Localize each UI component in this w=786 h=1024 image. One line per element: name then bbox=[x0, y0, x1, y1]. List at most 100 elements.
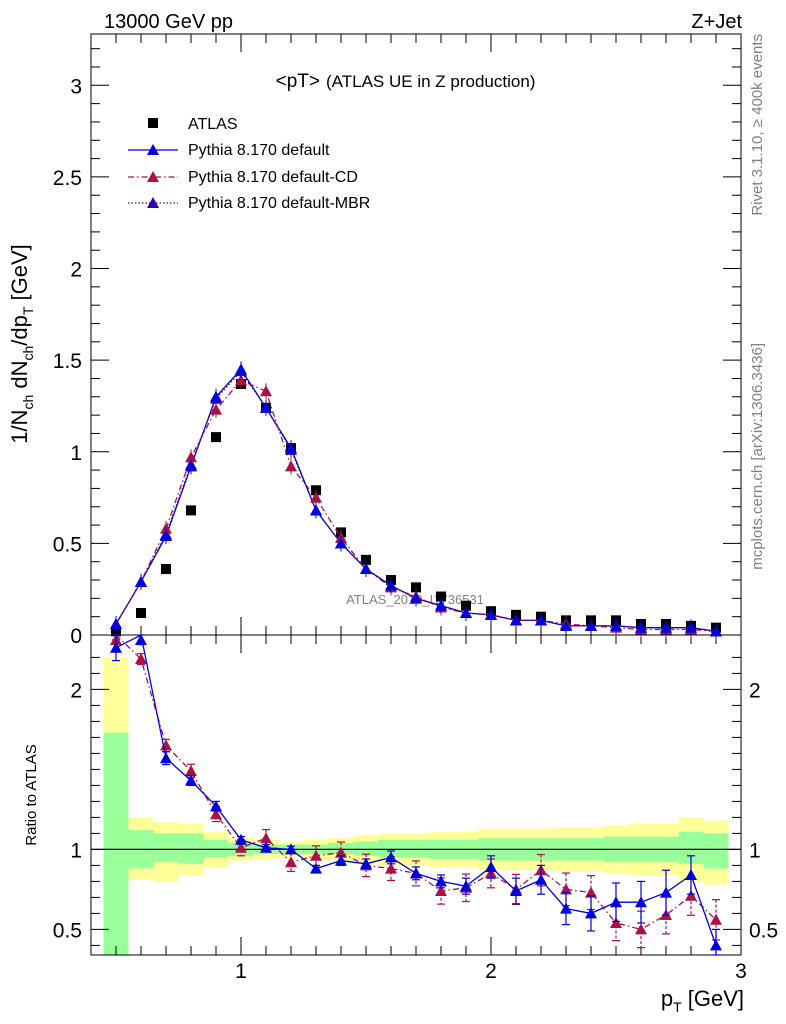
x-tick-label: 1 bbox=[235, 960, 247, 983]
ratio-point-def bbox=[210, 800, 222, 812]
plot-title-main: <pT> bbox=[276, 71, 320, 92]
main-point-def bbox=[685, 621, 697, 633]
ratio-point-def bbox=[385, 851, 397, 863]
ratio-point-def bbox=[285, 843, 297, 855]
ratio-point-def bbox=[335, 854, 347, 866]
x-tick-label: 3 bbox=[735, 960, 747, 983]
legend-marker-cd bbox=[147, 171, 159, 182]
ratio-point-cd bbox=[385, 862, 397, 874]
y-tick-label-main: 2.5 bbox=[53, 167, 82, 190]
y-axis-label-main: 1/Nch dNch/dpT [GeV] bbox=[7, 244, 36, 444]
plot-title-sub: (ATLAS UE in Z production) bbox=[326, 72, 535, 91]
atlas-data-point bbox=[136, 608, 146, 619]
main-point-def bbox=[485, 608, 497, 620]
main-point-cd bbox=[185, 451, 197, 463]
y-tick-label-main: 3 bbox=[70, 75, 82, 98]
atlas-data-point bbox=[211, 432, 221, 443]
ratio-point-def bbox=[435, 875, 447, 887]
y-tick-label-main: 2 bbox=[70, 259, 82, 282]
main-point-def bbox=[510, 614, 522, 626]
x-tick-label: 2 bbox=[485, 960, 497, 983]
ratio-point-cd bbox=[335, 846, 347, 858]
data-series bbox=[110, 361, 722, 956]
atlas-data-point bbox=[186, 505, 196, 516]
main-point-def bbox=[135, 575, 147, 587]
y-tick-label-main: 0 bbox=[70, 625, 82, 648]
legend-marker-default bbox=[147, 144, 159, 155]
ratio-point-def bbox=[660, 886, 672, 898]
ratio-point-cd bbox=[310, 849, 322, 861]
main-point-def bbox=[560, 619, 572, 631]
ratio-point-def bbox=[485, 861, 497, 872]
ratio-point-def bbox=[410, 867, 422, 879]
main-point-def bbox=[310, 504, 322, 516]
ratio-point-cd bbox=[235, 841, 247, 853]
y-tick-label-ratio: 2 bbox=[70, 679, 82, 702]
ratio-point-def bbox=[710, 939, 722, 951]
ratio-point-def bbox=[610, 896, 622, 908]
main-point-def bbox=[585, 619, 597, 631]
ratio-point-cd bbox=[285, 856, 297, 868]
main-point-def bbox=[535, 614, 547, 626]
ratio-point-def bbox=[635, 896, 647, 908]
main-point-def bbox=[435, 599, 447, 611]
main-point-def bbox=[710, 625, 722, 637]
ratio-point-def bbox=[160, 752, 172, 764]
main-point-cd bbox=[310, 491, 322, 503]
main-point-def bbox=[385, 579, 397, 591]
atlas-data-point bbox=[436, 591, 446, 602]
ratio-point-def bbox=[585, 907, 597, 919]
main-point-def bbox=[360, 563, 372, 575]
y-tick-label-ratio: 0.5 bbox=[53, 919, 82, 942]
ratio-point-cd bbox=[160, 739, 172, 751]
y-tick-label-main: 1.5 bbox=[53, 350, 82, 373]
band-inner-bin bbox=[203, 839, 229, 858]
x-axis-label: pT [GeV] bbox=[661, 986, 744, 1015]
legend-marker-mbr bbox=[147, 197, 159, 208]
y-axis-label-ratio: Ratio to ATLAS bbox=[23, 744, 40, 845]
y-tick-label-ratio-right: 0.5 bbox=[749, 919, 778, 942]
ratio-point-def bbox=[310, 862, 322, 874]
y-tick-label-ratio-right: 2 bbox=[749, 679, 761, 702]
main-point-cd bbox=[210, 403, 222, 415]
ratio-point-def bbox=[560, 902, 572, 914]
y-tick-label-main: 0.5 bbox=[53, 533, 82, 556]
ratio-line-def bbox=[115, 634, 717, 946]
ratio-point-def bbox=[685, 869, 697, 880]
ratio-point-def bbox=[135, 634, 147, 645]
main-point-def bbox=[160, 530, 172, 542]
main-point-def bbox=[235, 363, 247, 375]
main-point-def bbox=[610, 619, 622, 631]
ratio-point-cd bbox=[610, 917, 622, 928]
y-tick-label-ratio: 1 bbox=[70, 839, 82, 862]
band-inner-bin bbox=[103, 732, 129, 955]
ratio-point-cd bbox=[185, 765, 197, 776]
ratio-point-cd bbox=[585, 886, 597, 898]
legend-label-mbr: Pythia 8.170 default-MBR bbox=[188, 195, 370, 212]
ratio-point-cd bbox=[135, 653, 147, 664]
legend-label-default: Pythia 8.170 default bbox=[188, 142, 330, 159]
main-point-def bbox=[335, 537, 347, 549]
atlas-data-point bbox=[361, 554, 371, 565]
legend-marker-atlas bbox=[148, 118, 158, 128]
ratio-point-def bbox=[460, 880, 472, 892]
axis-ticks bbox=[91, 34, 741, 955]
main-point-def bbox=[410, 592, 422, 604]
axis-tick-labels: 00.511.522.530.5 0.51 12 21 2 3 bbox=[53, 75, 778, 983]
ratio-point-cd bbox=[635, 923, 647, 935]
legend-label-atlas: ATLAS bbox=[188, 116, 238, 133]
main-point-def bbox=[635, 621, 647, 633]
main-point-cd bbox=[285, 460, 297, 472]
main-point-def bbox=[260, 401, 272, 413]
band-inner-bin bbox=[353, 841, 379, 856]
main-point-def bbox=[210, 390, 222, 402]
legend-label-cd: Pythia 8.170 default-CD bbox=[188, 169, 358, 186]
y-tick-label-ratio-right: 1 bbox=[749, 839, 761, 862]
main-point-def bbox=[185, 460, 197, 472]
ratio-point-cd bbox=[260, 832, 272, 844]
ratio-uncertainty-bands bbox=[103, 657, 729, 955]
main-point-cd bbox=[235, 374, 247, 386]
band-inner-bin bbox=[178, 833, 204, 864]
ratio-point-def bbox=[260, 841, 272, 853]
